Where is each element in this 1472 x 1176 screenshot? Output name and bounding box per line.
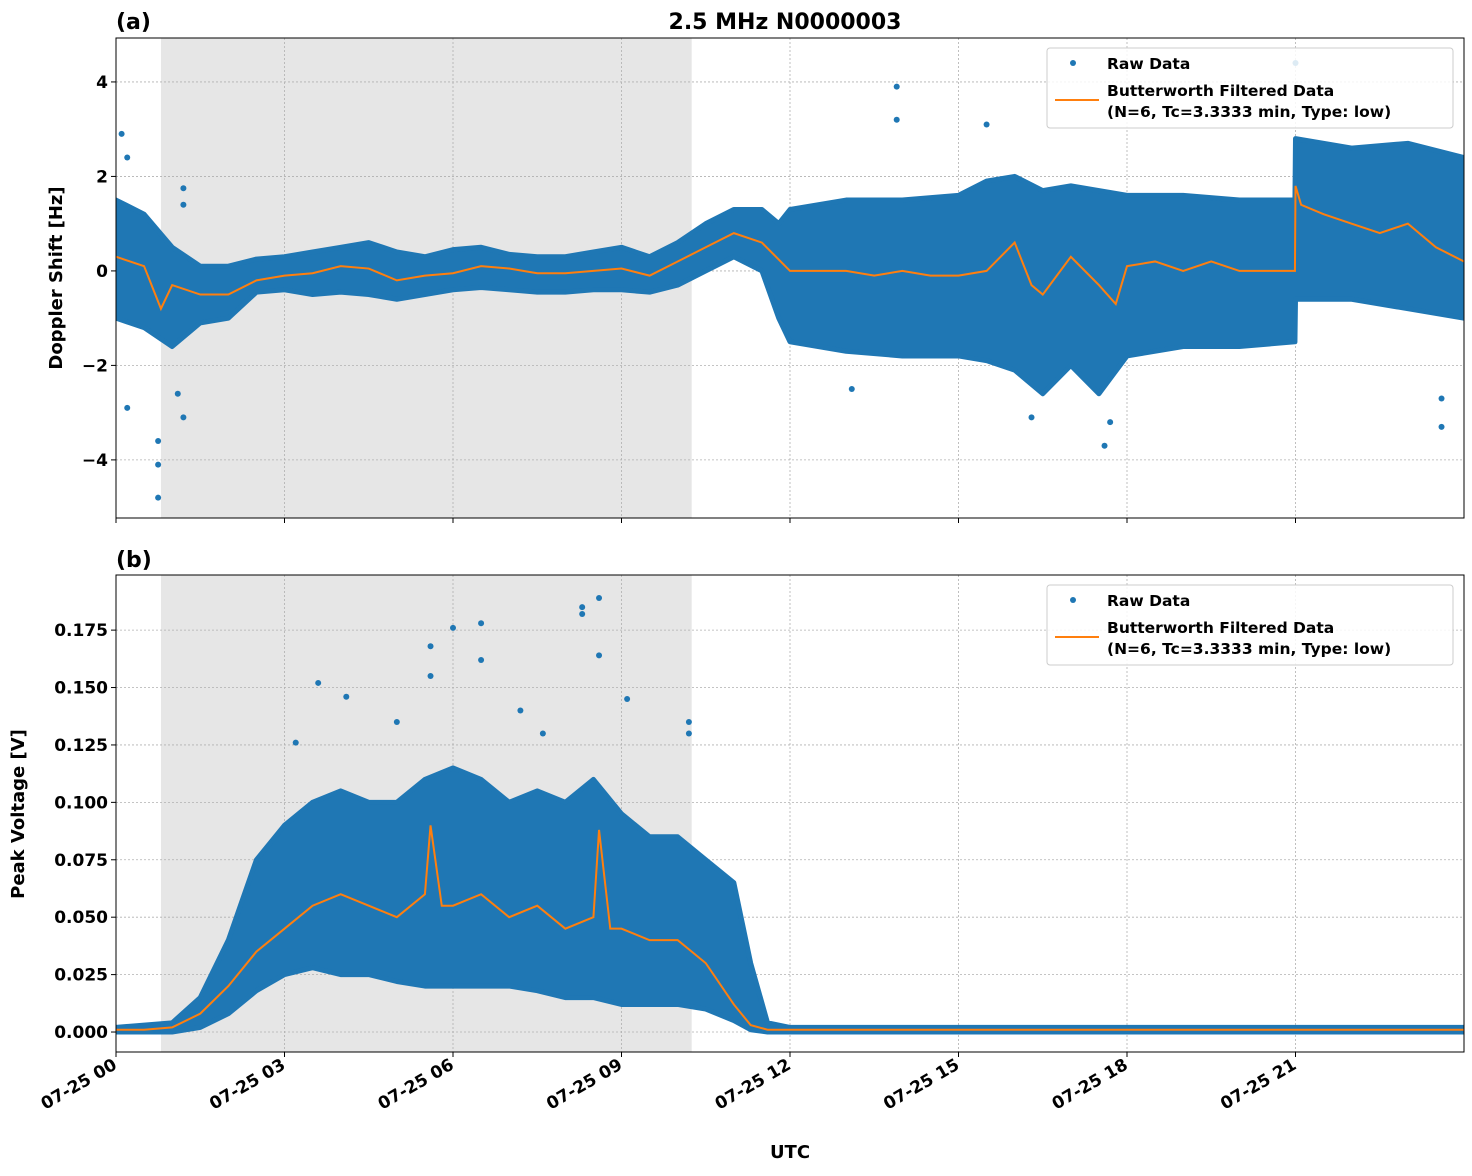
raw-data-point	[983, 121, 990, 128]
raw-data-point	[893, 116, 900, 123]
panel-doppler: −4 −2 0 2 4	[82, 37, 1465, 523]
raw-data-band	[116, 765, 1464, 1035]
x-axis-label: UTC	[770, 1142, 810, 1163]
raw-data-point	[155, 437, 162, 444]
legend-raw-label: Raw Data	[1107, 592, 1190, 610]
legend-filtered-params: (N=6, Tc=3.3333 min, Type: low)	[1107, 640, 1391, 658]
raw-data-point	[517, 707, 524, 714]
raw-data-point	[292, 739, 299, 746]
raw-data-point	[1438, 423, 1445, 430]
x-tick-labels: 07-25 00 07-25 03 07-25 06 07-25 09 07-25 12…	[38, 1055, 1300, 1114]
data-layer	[116, 594, 1464, 1035]
legend-filtered-params: (N=6, Tc=3.3333 min, Type: low)	[1107, 103, 1391, 121]
legend-b: Raw Data Butterworth Filtered Data (N=6,…	[1046, 584, 1454, 666]
raw-data-point	[1028, 414, 1035, 421]
legend-box	[1046, 47, 1454, 129]
legend-filtered-label: Butterworth Filtered Data	[1107, 619, 1334, 637]
legend-filtered-label: Butterworth Filtered Data	[1107, 82, 1334, 100]
x-tick-label: 07-25 09	[543, 1055, 626, 1114]
raw-data-band	[116, 136, 1464, 397]
raw-data-point	[539, 730, 546, 737]
raw-data-point	[579, 604, 586, 611]
x-tick-label: 07-25 12	[712, 1055, 795, 1114]
raw-data-point	[180, 185, 187, 192]
raw-data-point	[180, 414, 187, 421]
panel-label-b: (b)	[116, 548, 152, 573]
y-tick-label: 0.150	[54, 679, 108, 699]
y-axis-label-b: Peak Voltage [V]	[8, 729, 29, 899]
raw-data-point	[596, 594, 603, 601]
y-tick-label: −2	[82, 356, 108, 376]
y-tick-label: 0.075	[54, 851, 108, 871]
raw-data-point	[1107, 419, 1114, 426]
raw-data-point	[343, 693, 350, 700]
x-tick-label: 07-25 00	[38, 1055, 121, 1114]
raw-data-point	[155, 461, 162, 468]
x-tick-label: 07-25 18	[1049, 1055, 1132, 1114]
raw-data-point	[478, 656, 485, 663]
raw-data-point	[427, 643, 434, 650]
x-tick-label: 07-25 21	[1217, 1055, 1300, 1114]
raw-data-point	[478, 620, 485, 627]
filtered-line	[116, 185, 1464, 312]
raw-data-point	[315, 679, 322, 686]
legend-raw-marker	[1070, 60, 1076, 66]
raw-data-point	[393, 718, 400, 725]
raw-data-point	[427, 673, 434, 680]
raw-data-point	[155, 494, 162, 501]
y-tick-label: −4	[82, 451, 108, 471]
raw-data-point	[1438, 395, 1445, 402]
y-tick-label: 4	[96, 73, 108, 93]
y-tick-label: 0.025	[54, 966, 108, 986]
panel-label-a: (a)	[116, 10, 151, 35]
raw-data-point	[180, 201, 187, 208]
panel-peak-voltage: 0.000 0.025 0.050 0.075 0.100 0.125 0.150 0.175	[54, 574, 1465, 1057]
raw-data-point	[893, 83, 900, 90]
chart-title: 2.5 MHz N0000003	[669, 10, 902, 35]
y-tick-label: 0.125	[54, 736, 108, 756]
raw-data-point	[596, 652, 603, 659]
y-tick-label: 2	[96, 167, 108, 187]
raw-data-point	[174, 390, 181, 397]
x-tick-label: 07-25 03	[206, 1055, 289, 1114]
raw-data-point	[124, 404, 131, 411]
data-layer	[116, 60, 1464, 501]
raw-data-point	[118, 130, 125, 137]
raw-data-point	[450, 624, 456, 631]
raw-data-point	[685, 730, 692, 737]
raw-data-point	[1101, 442, 1108, 449]
filtered-line	[116, 825, 1464, 1031]
y-tick-label: 0.000	[54, 1023, 108, 1043]
x-tick-label: 07-25 06	[375, 1055, 458, 1114]
legend-raw-label: Raw Data	[1107, 55, 1190, 73]
y-tick-label: 0	[96, 262, 108, 282]
legend-box	[1046, 584, 1454, 666]
raw-data-point	[848, 386, 855, 393]
y-tick-label: 0.050	[54, 908, 108, 928]
legend-a: Raw Data Butterworth Filtered Data (N=6,…	[1046, 47, 1454, 129]
y-axis-label-a: Doppler Shift [Hz]	[46, 186, 67, 369]
x-tick-label: 07-25 15	[880, 1055, 963, 1114]
raw-data-point	[685, 718, 692, 725]
raw-data-point	[579, 611, 586, 618]
legend-raw-marker	[1070, 597, 1076, 603]
raw-data-point	[624, 696, 631, 703]
y-tick-label: 0.100	[54, 793, 108, 813]
y-tick-label: 0.175	[54, 621, 108, 641]
raw-data-point	[124, 154, 131, 161]
